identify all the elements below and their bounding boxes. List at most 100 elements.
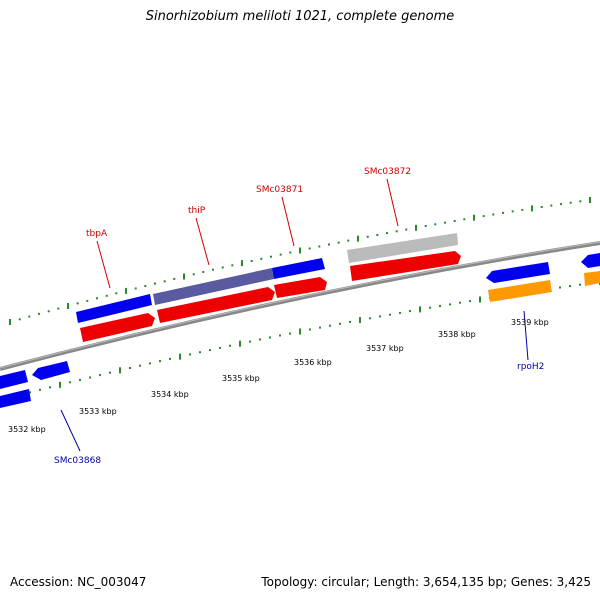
- scale-dot: [69, 381, 71, 384]
- scale-dot: [395, 230, 398, 233]
- gene-blue-rev-3[interactable]: [32, 361, 70, 380]
- leader-rpoH2: [523, 310, 529, 361]
- scale-dot: [9, 319, 11, 325]
- scale-dot: [67, 303, 69, 309]
- scale-dot: [96, 297, 98, 300]
- scale-dot: [270, 255, 272, 258]
- scale-dot: [308, 247, 311, 250]
- scale-dot: [359, 317, 361, 324]
- scale-dot: [192, 273, 195, 276]
- tick-label-3536: 3536 kbp: [294, 358, 332, 367]
- tick-label-3533: 3533 kbp: [79, 407, 117, 416]
- scale-dot: [439, 305, 441, 307]
- scale-dot: [209, 349, 211, 352]
- gene-red-2[interactable]: [157, 287, 275, 323]
- scale-dot: [163, 280, 166, 283]
- scale-dot: [463, 218, 466, 221]
- scale-dot: [86, 299, 89, 302]
- scale-dot: [221, 266, 224, 269]
- scale-dot: [569, 285, 571, 288]
- scale-dot: [589, 197, 591, 203]
- leader-thiP: [195, 217, 210, 266]
- scale-dot: [415, 224, 417, 231]
- scale-dot: [386, 232, 388, 235]
- gene-red-4[interactable]: [350, 251, 461, 281]
- scale-dot: [339, 322, 341, 325]
- gene-rpoH2-block[interactable]: [488, 280, 552, 302]
- scale-dot: [579, 200, 582, 203]
- gene-red-1[interactable]: [80, 313, 155, 342]
- scale-dot: [279, 334, 281, 337]
- accession-text: Accession: NC_003047: [10, 575, 147, 589]
- leader-tbpA: [96, 240, 111, 289]
- scale-dot: [183, 273, 185, 280]
- scale-dot: [424, 225, 427, 227]
- scale-dot: [249, 340, 251, 343]
- scale-dot: [229, 344, 231, 347]
- scale-dot: [389, 313, 391, 316]
- scale-dot: [318, 245, 321, 248]
- tick-label-3535: 3535 kbp: [222, 374, 260, 383]
- scale-dot: [119, 367, 121, 374]
- scale-dot: [399, 311, 401, 314]
- outer-scale-dots: [9, 197, 591, 325]
- scale-dot: [241, 260, 243, 267]
- tick-label-3537: 3537 kbp: [366, 344, 404, 353]
- scale-dot: [219, 346, 221, 349]
- scale-dot: [105, 294, 108, 297]
- gene-SMc03872-block[interactable]: [347, 233, 458, 263]
- gene-blue-rev-2[interactable]: [581, 253, 600, 268]
- scale-dot: [269, 336, 271, 339]
- gene-SMc03871-block[interactable]: [272, 258, 325, 279]
- scale-dot: [109, 371, 111, 374]
- scale-dot: [76, 302, 79, 305]
- scale-dot: [199, 351, 201, 354]
- scale-dot: [250, 260, 253, 262]
- label-tbpA[interactable]: tbpA: [86, 229, 108, 239]
- gene-SMc03868-block[interactable]: [0, 389, 31, 408]
- scale-dot: [231, 264, 234, 267]
- map-title: Sinorhizobium meliloti 1021, complete ge…: [145, 9, 455, 24]
- label-SMc03871[interactable]: SMc03871: [256, 185, 303, 195]
- scale-dot: [239, 340, 241, 347]
- scale-dot: [444, 221, 446, 224]
- leader-SMc03868: [60, 409, 81, 452]
- scale-dot: [376, 234, 379, 236]
- gene-thiP-block[interactable]: [153, 268, 274, 305]
- scale-dot: [154, 282, 156, 285]
- gene-blue-rev-4[interactable]: [0, 370, 28, 389]
- gene-blue-rev-1[interactable]: [486, 262, 550, 283]
- scale-dot: [409, 310, 411, 313]
- scale-dot: [337, 241, 340, 244]
- scale-dot: [173, 277, 176, 280]
- gene-orange-rev-2[interactable]: [584, 271, 600, 286]
- scale-dot: [299, 328, 301, 335]
- scale-dot: [521, 208, 524, 211]
- scale-dot: [289, 332, 291, 335]
- scale-dot: [405, 228, 408, 231]
- scale-dot: [540, 206, 543, 208]
- scale-dot: [279, 253, 282, 256]
- scale-dot: [89, 376, 91, 379]
- scale-dot: [492, 213, 495, 216]
- gene-red-3[interactable]: [274, 277, 327, 298]
- scale-dot: [47, 310, 50, 313]
- scale-dot: [473, 214, 475, 221]
- gene-tbpA-block[interactable]: [76, 294, 152, 323]
- scale-dot: [309, 328, 311, 331]
- scale-dot: [429, 306, 431, 309]
- scale-dot: [259, 338, 261, 341]
- label-SMc03872[interactable]: SMc03872: [364, 167, 411, 177]
- scale-dot: [169, 357, 171, 360]
- leader-SMc03872: [386, 178, 399, 227]
- label-rpoH2[interactable]: rpoH2: [517, 362, 544, 372]
- scale-dot: [144, 285, 147, 287]
- scale-dot: [149, 362, 151, 365]
- scale-dot: [289, 251, 292, 254]
- scale-dot: [179, 353, 181, 360]
- label-thiP[interactable]: thiP: [188, 206, 206, 216]
- label-SMc03868[interactable]: SMc03868: [54, 456, 101, 466]
- scale-dot: [29, 391, 31, 394]
- scale-dot: [59, 381, 61, 388]
- tick-label-3538: 3538 kbp: [438, 330, 476, 339]
